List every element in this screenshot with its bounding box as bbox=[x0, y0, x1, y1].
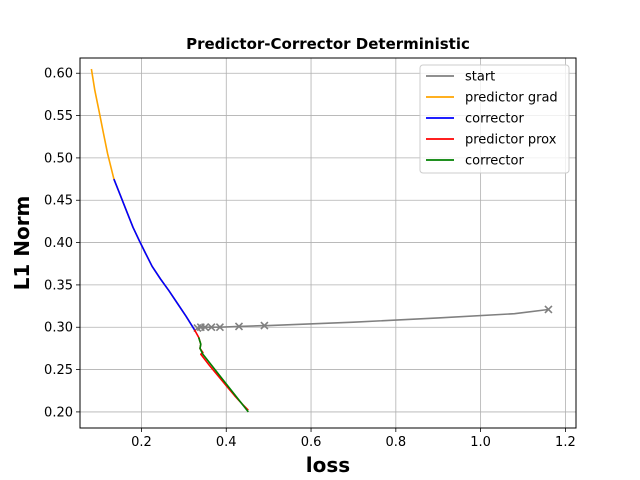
y-tick-label: 0.25 bbox=[44, 363, 73, 378]
series-line-3 bbox=[193, 329, 249, 411]
series-line-1 bbox=[90, 68, 196, 331]
legend-label: start bbox=[465, 70, 495, 85]
x-axis: 0.2 0.4 0.6 0.8 1.0 1.2 bbox=[131, 428, 576, 450]
data-point bbox=[207, 323, 216, 332]
legend: start predictor grad corrector predictor pr… bbox=[419, 64, 570, 174]
legend-label: corrector bbox=[465, 154, 524, 169]
y-tick-label: 0.50 bbox=[44, 151, 73, 166]
series-line-4 bbox=[197, 337, 249, 413]
data-point bbox=[544, 305, 553, 314]
series-line-2 bbox=[113, 178, 196, 331]
data-point bbox=[234, 322, 244, 331]
x-tick-label: 0.4 bbox=[216, 435, 237, 450]
y-tick-label: 0.60 bbox=[44, 67, 73, 82]
x-tick-label: 0.8 bbox=[385, 435, 406, 450]
x-tick-label: 0.6 bbox=[301, 435, 322, 450]
legend-box bbox=[419, 64, 570, 174]
data-point-stroke bbox=[207, 323, 216, 332]
data-point bbox=[260, 321, 269, 330]
data-point-stroke bbox=[260, 321, 269, 330]
data-point bbox=[215, 323, 224, 332]
legend-label: corrector bbox=[465, 112, 524, 127]
data-point-stroke bbox=[234, 322, 244, 331]
y-axis: 0.20 0.25 0.30 0.35 0.40 0.45 0.50 0.55 0.60 bbox=[44, 67, 80, 420]
series-layer bbox=[90, 68, 553, 413]
legend-label: predictor grad bbox=[465, 91, 558, 106]
y-axis-label: L1 Norm bbox=[10, 196, 34, 291]
y-tick-label: 0.40 bbox=[44, 236, 73, 251]
plot-frame bbox=[79, 57, 577, 429]
x-tick-label: 1.0 bbox=[470, 435, 491, 450]
x-tick-label: 0.2 bbox=[131, 435, 152, 450]
legend-label: predictor prox bbox=[465, 133, 557, 148]
y-tick-label: 0.35 bbox=[44, 278, 73, 293]
y-tick-label: 0.55 bbox=[44, 109, 73, 124]
series-line-0 bbox=[197, 308, 549, 329]
y-tick-label: 0.20 bbox=[44, 405, 73, 420]
y-tick-label: 0.45 bbox=[44, 194, 73, 209]
data-point-stroke bbox=[215, 323, 224, 332]
x-axis-label: loss bbox=[306, 453, 350, 477]
data-point-stroke bbox=[544, 305, 553, 314]
x-tick-label: 1.2 bbox=[555, 435, 576, 450]
y-tick-label: 0.30 bbox=[44, 321, 73, 336]
legend-entries: start predictor grad corrector predictor pr… bbox=[426, 70, 558, 169]
chart-title: Predictor-Corrector Deterministic bbox=[186, 35, 470, 53]
